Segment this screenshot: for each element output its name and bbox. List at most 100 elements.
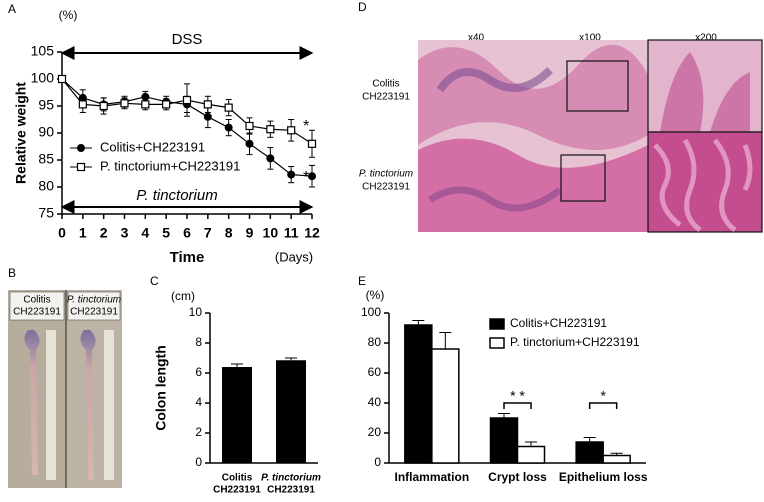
legend-marker xyxy=(76,162,86,172)
annotation: DSS xyxy=(172,31,203,48)
histology-d: D x40 x100 x200 Colitis CH223191 P. tinc… xyxy=(358,0,763,233)
legend-label: Colitis+CH223191 xyxy=(510,316,607,330)
x-tick-label: 6 xyxy=(183,225,191,241)
y-tick-label: 100 xyxy=(361,305,381,319)
legend-marker xyxy=(77,144,85,152)
photo-b: B Colitis CH223191 P. tinctorium CH22319… xyxy=(8,266,122,488)
y-tick-label: 2 xyxy=(195,425,202,439)
x-tick-label: Inflammation xyxy=(394,470,469,484)
bar xyxy=(276,360,306,463)
y-tick-label: 40 xyxy=(368,395,382,409)
magnification: x200 xyxy=(695,33,717,44)
y-axis-label: Relative weight xyxy=(13,82,29,184)
panel-label: C xyxy=(150,274,159,288)
marker xyxy=(120,99,129,108)
row-label: Colitis xyxy=(372,79,399,90)
x-tick-label: 9 xyxy=(246,225,254,241)
x-tick-label: CH223191 xyxy=(267,485,315,496)
x-tick-label: 10 xyxy=(263,225,279,241)
marker xyxy=(224,123,233,132)
marker xyxy=(308,172,316,181)
marker xyxy=(245,121,254,131)
marker xyxy=(203,100,212,109)
x-tick-label: 0 xyxy=(58,225,66,241)
magnification: x100 xyxy=(579,33,601,44)
ruler xyxy=(104,330,114,480)
y-unit: (cm) xyxy=(171,289,195,303)
significance-bracket xyxy=(588,402,618,409)
marker xyxy=(182,95,192,105)
marker xyxy=(99,101,108,111)
y-tick-label: 100 xyxy=(31,70,55,86)
marker xyxy=(266,154,275,163)
y-tick-label: 8 xyxy=(195,335,202,349)
x-tick-label: P. tinctorium xyxy=(261,473,321,484)
y-tick-label: 80 xyxy=(38,178,54,194)
y-tick-label: 85 xyxy=(38,151,54,167)
bar xyxy=(431,348,460,464)
tissue xyxy=(436,67,553,93)
legend-swatch xyxy=(489,318,505,330)
label-card xyxy=(67,291,121,321)
x-unit: (Days) xyxy=(275,249,313,264)
image-label: Colitis xyxy=(23,295,50,306)
annotation: P. tinctorium xyxy=(136,187,217,204)
zoom-box xyxy=(566,60,629,112)
significance: * xyxy=(600,388,606,404)
marker xyxy=(203,112,212,121)
x-tick-label: 3 xyxy=(121,225,129,241)
image-label: P. tinctorium xyxy=(67,295,121,306)
marker xyxy=(307,139,317,148)
colon-specimen xyxy=(80,330,96,480)
tissue xyxy=(418,138,648,232)
x-tick-label: Crypt loss xyxy=(488,470,547,484)
x-tick-label: 7 xyxy=(204,225,212,241)
y-tick-label: 75 xyxy=(38,205,54,221)
significance: * xyxy=(303,169,309,186)
x-tick-label: 5 xyxy=(162,225,170,241)
panel-label: A xyxy=(8,2,16,16)
colon-specimen xyxy=(24,330,40,475)
marker xyxy=(266,125,275,134)
marker xyxy=(141,100,150,109)
significance: * * xyxy=(510,388,525,404)
magnification: x40 xyxy=(468,33,485,44)
bar xyxy=(575,441,604,464)
x-axis-label: Time xyxy=(170,249,205,266)
bar xyxy=(222,367,252,463)
legend-label: P. tinctorium+CH223191 xyxy=(510,335,640,349)
x-tick-label: 12 xyxy=(304,225,320,241)
row-label: P. tinctorium xyxy=(359,169,413,180)
label-card xyxy=(9,291,65,321)
bar xyxy=(404,324,433,464)
y-unit: (%) xyxy=(366,288,385,302)
y-tick-label: 80 xyxy=(368,335,382,349)
x-tick-label: 2 xyxy=(100,225,108,241)
legend-swatch xyxy=(489,337,505,349)
ruler xyxy=(46,330,56,480)
x-tick-label: CH223191 xyxy=(213,485,261,496)
x-tick-label: Epithelium loss xyxy=(559,470,648,484)
y-tick-label: 0 xyxy=(374,455,381,469)
marker xyxy=(57,74,67,84)
marker xyxy=(245,139,254,148)
marker xyxy=(78,100,87,109)
y-tick-label: 0 xyxy=(195,455,202,469)
x-tick-label: 4 xyxy=(141,225,149,241)
x-tick-label: Colitis xyxy=(222,473,253,484)
tissue xyxy=(428,186,563,212)
legend-label: P. tinctorium+CH223191 xyxy=(100,158,240,173)
y-tick-label: 60 xyxy=(368,365,382,379)
y-unit: (%) xyxy=(59,8,78,22)
tissue xyxy=(653,138,753,232)
x-tick-label: 1 xyxy=(79,225,87,241)
x-tick-label: 8 xyxy=(225,225,233,241)
tissue xyxy=(660,52,750,132)
legend-label: Colitis+CH223191 xyxy=(100,139,205,154)
image-label: CH223191 xyxy=(70,307,118,318)
marker xyxy=(224,103,233,112)
bar xyxy=(516,445,546,464)
y-tick-label: 10 xyxy=(189,305,203,319)
panel-label: D xyxy=(358,0,367,14)
